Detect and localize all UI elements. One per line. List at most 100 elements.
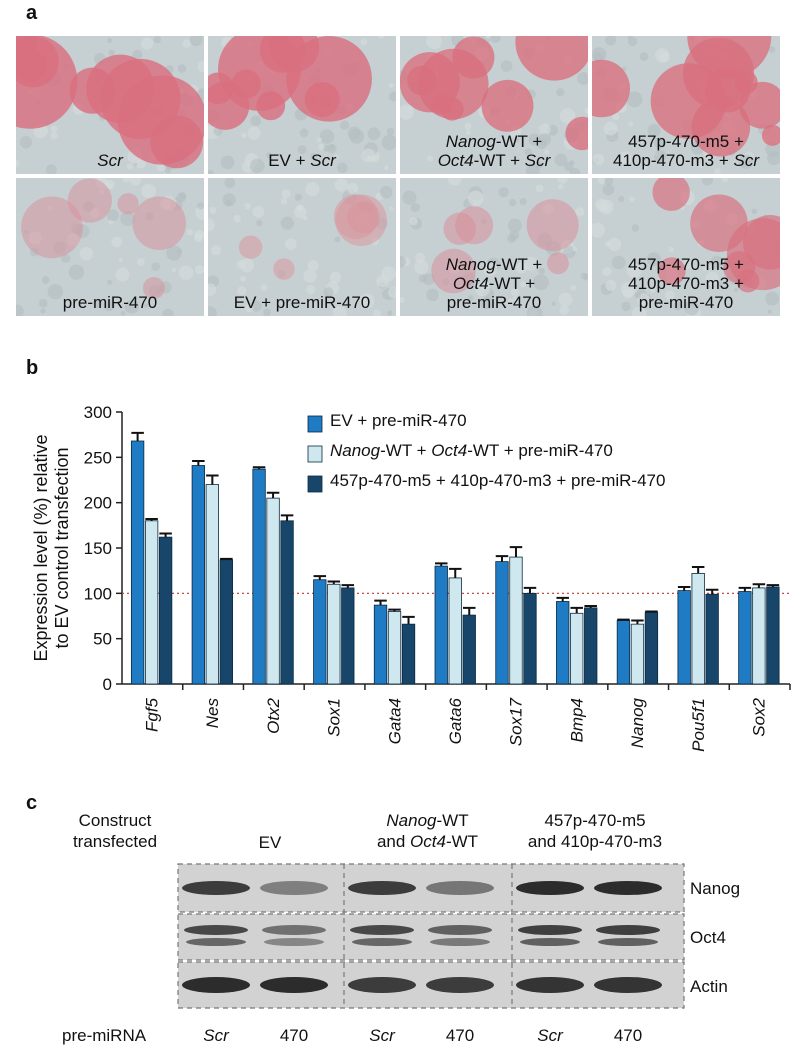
blot-band (262, 925, 326, 935)
micrograph-tile: EV + pre-miR-470 (208, 178, 396, 316)
western-blot (177, 863, 685, 1009)
lane-label: Scr (369, 1026, 395, 1045)
micrograph-image (16, 178, 204, 316)
error-bar (752, 583, 766, 588)
x-tick-label: Pou5f1 (689, 698, 708, 752)
y-axis-label-line2: to EV control transfection (52, 447, 72, 648)
bar (191, 465, 205, 685)
bar (523, 592, 537, 685)
premirna-label: pre-miRNA (62, 1026, 147, 1045)
micrograph-caption: 457p-470-m5 +410p-470-m3 + Scr (613, 132, 759, 170)
micrograph-caption: Nanog-WT + Oct4-WT + pre-miR-470 (445, 255, 543, 312)
x-tick-label: Sox1 (325, 698, 344, 737)
micrograph-tile: pre-miR-470 (16, 178, 204, 316)
bar (158, 536, 173, 685)
bar (766, 586, 780, 685)
error-bar (556, 596, 569, 602)
blot-band (598, 938, 658, 946)
x-tick-label: Fgf5 (142, 697, 161, 732)
construct-transfected-label: Construct transfected (60, 810, 170, 852)
error-bar (645, 610, 658, 613)
error-bar (738, 586, 752, 592)
bar (266, 497, 280, 685)
blot-band (430, 938, 490, 946)
blot-band (594, 977, 662, 993)
blot-strip-border (177, 913, 685, 961)
y-tick-label: 250 (84, 448, 112, 467)
band-label-oct4: Oct4 (690, 928, 726, 947)
x-tick-label: Nanog (628, 697, 647, 748)
bar (387, 611, 402, 685)
legend-swatch (307, 415, 323, 433)
blot-band (260, 881, 328, 895)
micrograph-image (592, 36, 780, 174)
bar (401, 623, 416, 685)
bar (691, 572, 705, 685)
group-nanog-oct4-label: Nanog-WT and Oct4-WT (376, 811, 479, 851)
bar (616, 620, 631, 685)
legend-swatch (307, 445, 323, 463)
bar (556, 601, 570, 685)
blot-band (516, 977, 584, 993)
error-bar (766, 584, 780, 587)
bar-chart: 0 50 100 150 200 250 300 Expression level (%) r… (31, 403, 791, 752)
micrograph-tile: Nanog-WT + Oct4-WT + pre-miR-470 (400, 178, 588, 316)
bar (462, 614, 476, 685)
blot-band (186, 938, 246, 946)
group-mut-line2: and 410p-470-m3 (527, 832, 663, 851)
bar (373, 604, 388, 685)
legend-entry: EV + pre-miR-470 (330, 411, 467, 430)
micrograph-image (208, 178, 396, 316)
blot-band (520, 938, 580, 946)
blot-band (260, 977, 328, 993)
error-bar (509, 546, 523, 558)
x-tick-label: Nes (203, 698, 222, 729)
legend-swatch (307, 475, 323, 493)
micrograph-image (16, 36, 204, 174)
blot-band (426, 881, 494, 895)
micrograph-caption: pre-miR-470 (62, 293, 158, 312)
bar (144, 520, 159, 685)
x-tick-label: Gata4 (385, 698, 404, 744)
x-tick-label: Otx2 (264, 697, 283, 733)
lane-label: 470 (279, 1026, 309, 1045)
blot-band (348, 881, 416, 895)
blot-band (518, 925, 582, 935)
error-bar (145, 517, 158, 521)
lane-label: Scr (203, 1026, 229, 1045)
lane-label: 470 (445, 1026, 475, 1045)
error-bar (402, 615, 415, 625)
bar (327, 583, 341, 685)
error-bar (220, 557, 233, 560)
band-label-actin: Actin (690, 977, 728, 996)
group-mut-line1: 457p-470-m5 (544, 811, 646, 830)
bar (644, 611, 659, 685)
micrograph-tile: 457p-470-m5 +410p-470-m3 + Scr (592, 36, 780, 174)
x-tick-label: Sox2 (750, 697, 769, 736)
bar (570, 612, 584, 685)
bar (434, 565, 448, 685)
blot-band (348, 977, 416, 993)
error-bar (266, 491, 280, 499)
panel-c-letter: c (26, 792, 38, 814)
bar (584, 607, 598, 685)
group-ev-label: EV (258, 833, 282, 852)
blot-strip (178, 914, 684, 960)
error-bar (313, 575, 327, 580)
error-bar (449, 567, 462, 578)
blot-band (516, 881, 584, 895)
panel-b-letter: b (26, 357, 39, 379)
construct-line2: transfected (72, 832, 158, 851)
blot-band (184, 925, 248, 935)
bar (495, 561, 509, 685)
micrograph-tile: Nanog-WT + Oct4-WT + Scr (400, 36, 588, 174)
bar (677, 590, 691, 685)
construct-line1: Construct (78, 811, 152, 830)
bar (738, 591, 752, 685)
micrograph-caption: Nanog-WT + Oct4-WT + Scr (437, 132, 551, 170)
micrograph-caption: Scr (97, 151, 123, 170)
micrograph-image (592, 178, 780, 316)
micrograph-caption: EV + Scr (268, 151, 336, 170)
error-bar (327, 580, 341, 585)
bar (630, 623, 645, 685)
